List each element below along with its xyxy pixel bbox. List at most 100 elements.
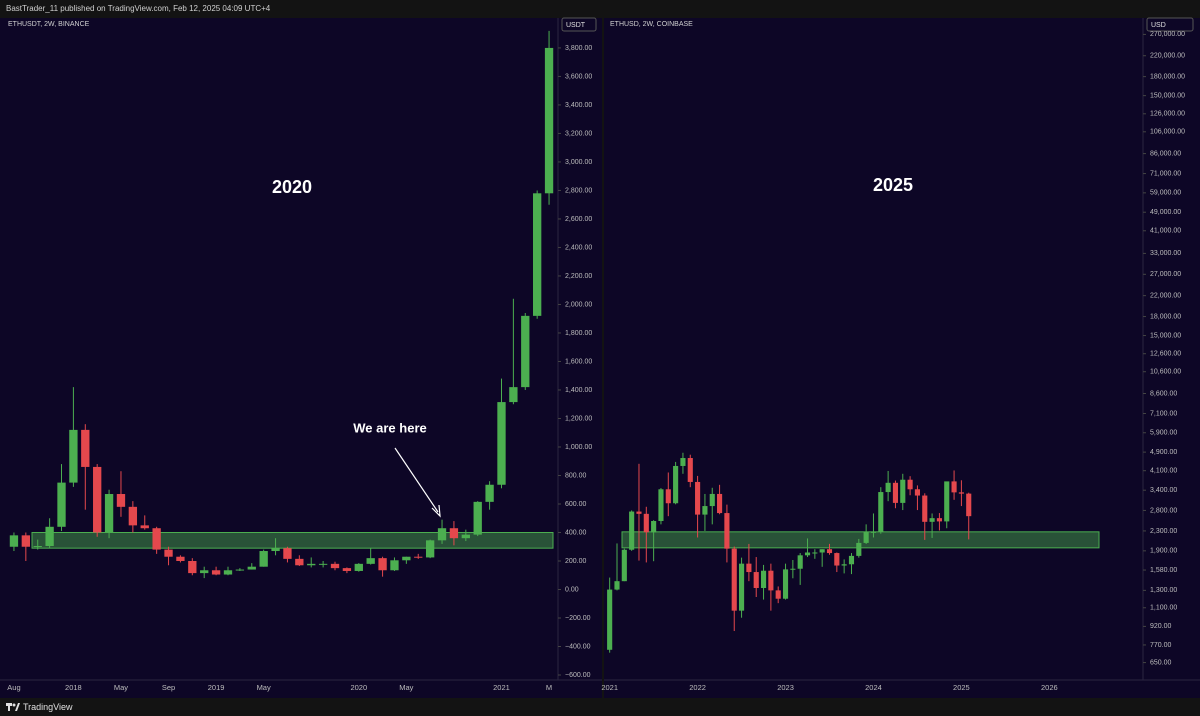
candle-body <box>826 549 833 554</box>
candle-body <box>863 531 869 543</box>
y-tick-label: −400.00 <box>565 643 591 650</box>
unit-box <box>561 17 597 32</box>
x-tick-label: 2021 <box>601 683 618 692</box>
candle-body <box>81 429 90 467</box>
candle-body <box>544 47 554 194</box>
candle-body <box>200 570 209 574</box>
y-tick-label: 1,300.00 <box>1150 587 1177 594</box>
y-tick-label: 22,000.00 <box>1150 292 1181 299</box>
candle-body <box>509 387 518 403</box>
unit-label: USD <box>1151 22 1166 29</box>
annotation: 2025 <box>873 175 913 195</box>
candle-body <box>425 540 435 558</box>
candle-body <box>271 548 280 552</box>
candle-body <box>621 549 627 582</box>
y-tick-label: 8,600.00 <box>1150 390 1177 397</box>
candle-body <box>643 513 649 533</box>
candle-body <box>461 534 470 539</box>
y-tick-label: 1,800.00 <box>565 330 592 337</box>
candle-body <box>929 518 935 522</box>
candle-body <box>892 482 899 503</box>
candle-body <box>9 535 19 547</box>
x-tick-label: 2020 <box>350 683 367 692</box>
x-tick-label: 2018 <box>65 683 82 692</box>
y-tick-label: 400.00 <box>565 529 587 536</box>
y-tick-label: 1,600.00 <box>565 358 592 365</box>
y-tick-label: 2,200.00 <box>565 273 592 280</box>
candle-body <box>797 555 803 569</box>
candle-body <box>907 479 913 490</box>
candle-body <box>497 402 506 485</box>
y-tick-label: 15,000.00 <box>1150 332 1181 339</box>
candle-body <box>936 518 942 522</box>
y-tick-label: 4,900.00 <box>1150 449 1177 456</box>
candle-body <box>295 558 304 566</box>
y-tick-label: 1,580.00 <box>1150 567 1177 574</box>
candle-body <box>140 525 149 529</box>
arrow-line <box>394 447 439 513</box>
candle-body <box>966 493 972 517</box>
x-tick-label: 2019 <box>208 683 225 692</box>
y-tick-label: 3,800.00 <box>565 45 592 52</box>
x-tick-label: 2022 <box>689 683 706 692</box>
pane-title: ETHUSDT, 2W, BINANCE <box>8 21 90 28</box>
candle-body <box>235 569 245 571</box>
y-tick-label: 920.00 <box>1150 623 1172 630</box>
candle-body <box>885 482 891 493</box>
candle-body <box>33 546 42 548</box>
candle-body <box>760 570 767 588</box>
pane-title: ETHUSD, 2W, COINBASE <box>610 21 693 28</box>
candle-body <box>944 481 950 522</box>
y-tick-label: 86,000.00 <box>1150 150 1181 157</box>
y-tick-label: 3,000.00 <box>565 159 592 166</box>
candle-body <box>307 563 316 566</box>
candle-body <box>731 548 737 611</box>
candle-body <box>958 492 964 494</box>
x-tick-label: Aug <box>7 683 20 692</box>
y-tick-label: 49,000.00 <box>1150 209 1181 216</box>
candle-body <box>402 556 411 561</box>
y-tick-label: −200.00 <box>565 615 591 622</box>
pane-right <box>604 18 1200 698</box>
candle-body <box>753 572 759 588</box>
y-tick-label: 3,600.00 <box>565 73 592 80</box>
y-tick-label: 126,000.00 <box>1150 111 1185 118</box>
unit-label: USDT <box>566 22 586 29</box>
y-tick-label: 2,400.00 <box>565 244 592 251</box>
y-tick-label: 71,000.00 <box>1150 170 1181 177</box>
candle-body <box>414 556 423 558</box>
candle-body <box>665 489 671 504</box>
candle-body <box>521 315 530 388</box>
support-zone <box>31 531 554 549</box>
candle-body <box>629 511 635 550</box>
tradingview-logo <box>6 703 20 711</box>
candle-body <box>366 558 375 564</box>
candle-body <box>878 492 884 532</box>
y-tick-label: 1,200.00 <box>565 415 592 422</box>
candle-body <box>164 549 173 557</box>
y-tick-label: 0.00 <box>565 586 579 593</box>
candle-body <box>651 520 657 533</box>
y-tick-label: 2,000.00 <box>565 301 592 308</box>
y-tick-label: 650.00 <box>1150 659 1172 666</box>
unit-box <box>1146 17 1194 32</box>
candle-body <box>21 535 30 547</box>
candle-body <box>188 560 197 574</box>
y-tick-label: 3,200.00 <box>565 130 592 137</box>
y-tick-label: 3,400.00 <box>1150 487 1177 494</box>
x-tick-label: 2024 <box>865 683 882 692</box>
x-tick-label: M <box>546 683 552 692</box>
candle-body <box>223 570 233 575</box>
y-tick-label: 1,400.00 <box>565 387 592 394</box>
y-tick-label: 220,000.00 <box>1150 53 1185 60</box>
x-tick-label: May <box>257 683 271 692</box>
annotation: 2020 <box>272 177 312 197</box>
candle-body <box>834 553 840 566</box>
candle-body <box>318 563 328 565</box>
candle-body <box>45 526 54 547</box>
candle-body <box>870 531 877 533</box>
candle-body <box>437 528 447 541</box>
pane-left <box>0 18 602 698</box>
candle-body <box>330 563 340 569</box>
